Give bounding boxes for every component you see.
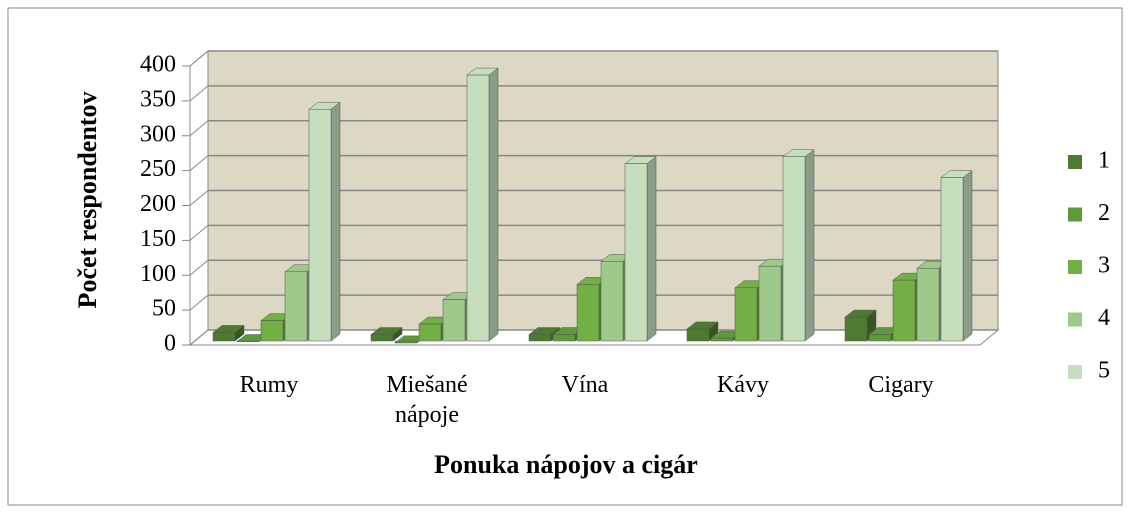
bar (600, 261, 624, 342)
bar (892, 279, 916, 342)
grid-line (189, 120, 209, 137)
legend-swatch (1068, 312, 1082, 327)
y-tick-label: 0 (164, 331, 176, 357)
y-tick-label: 200 (140, 191, 176, 217)
x-tick-label: Cigary (868, 372, 934, 398)
grid-line (189, 50, 209, 67)
bar (940, 177, 964, 342)
grid-line (189, 190, 209, 206)
y-tick-label: 350 (140, 86, 176, 112)
bar (758, 265, 782, 342)
bar (782, 156, 806, 342)
x-tick-label: Vína (561, 372, 609, 398)
legend-swatch (1068, 260, 1082, 274)
bar (418, 323, 442, 342)
bar (370, 334, 394, 342)
bar-side (962, 170, 973, 342)
bar (686, 328, 710, 342)
grid-line (189, 294, 209, 311)
x-tick-label: Rumy (239, 372, 299, 398)
bar (212, 332, 236, 342)
bar (916, 268, 940, 342)
bar (552, 334, 576, 342)
bar (394, 340, 418, 344)
legend-label: 2 (1098, 200, 1110, 226)
y-tick-label: 50 (152, 296, 176, 322)
x-tick-label: Miešané nápoje (386, 372, 468, 428)
legend-label: 1 (1098, 148, 1110, 174)
bar-side (646, 156, 657, 342)
y-tick-label: 300 (140, 121, 176, 147)
x-tick-label: Kávy (717, 372, 769, 398)
bar (624, 163, 648, 342)
bar (466, 74, 490, 342)
y-tick-label: 100 (140, 261, 176, 287)
grid-line (189, 85, 209, 102)
bar (308, 108, 332, 342)
bar (260, 320, 284, 342)
legend-swatch (1068, 155, 1082, 169)
grid-line (189, 155, 209, 172)
x-axis-title: Ponuka nápojov a cigár (434, 450, 698, 479)
bar-side (488, 67, 499, 342)
legend-label: 3 (1098, 253, 1110, 279)
bar (284, 271, 308, 342)
bar (528, 334, 552, 342)
bar (576, 284, 600, 342)
y-tick-label: 250 (140, 156, 176, 182)
legend-swatch (1068, 365, 1082, 379)
grid-line (189, 224, 209, 241)
bar (868, 334, 892, 342)
bar (844, 316, 868, 342)
bar-side (804, 149, 815, 342)
grid-line (189, 329, 209, 346)
legend-label: 5 (1098, 358, 1110, 384)
bar (710, 337, 734, 342)
grid-line (189, 259, 209, 276)
y-tick-label: 150 (140, 226, 176, 252)
legend-label: 4 (1098, 305, 1110, 331)
bar (442, 299, 466, 342)
y-axis-title: Počet respondentov (73, 92, 102, 309)
bar (236, 340, 260, 342)
bar-side (330, 101, 341, 342)
bar (734, 287, 758, 342)
legend-swatch (1068, 207, 1082, 222)
y-tick-label: 400 (140, 52, 176, 78)
